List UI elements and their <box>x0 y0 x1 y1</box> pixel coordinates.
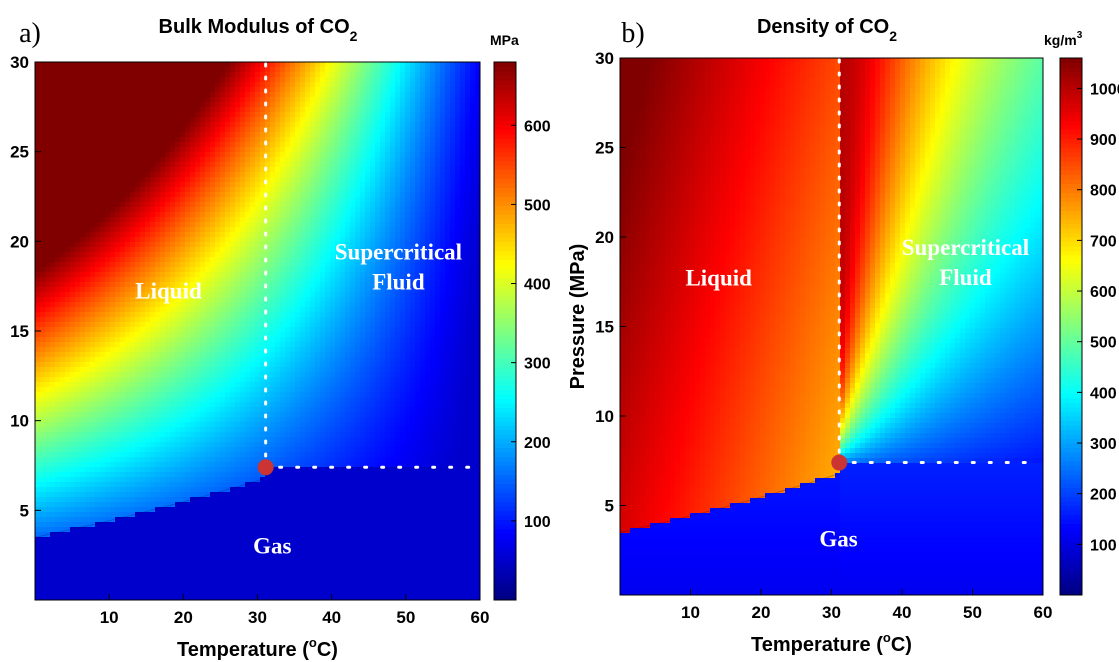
colorbar-tick-label: 600 <box>1090 284 1117 301</box>
region-label-line: Liquid <box>135 279 202 304</box>
y-tick-label: 5 <box>20 501 29 520</box>
y-tick-label: 10 <box>595 407 614 426</box>
saturation-curve <box>34 478 266 538</box>
y-tick-label: 25 <box>10 143 29 162</box>
colorbar <box>1060 58 1082 596</box>
colorbar-tick-label: 200 <box>524 435 551 452</box>
region-label-line: Liquid <box>685 265 752 290</box>
y-tick-label: 10 <box>10 412 29 431</box>
region-label-line: Gas <box>253 533 291 558</box>
x-tick-label: 10 <box>681 603 700 622</box>
y-tick-label: 25 <box>595 139 614 158</box>
critical-point-marker <box>257 459 274 476</box>
x-axis-label: Temperature (oC) <box>751 630 912 656</box>
colorbar-tick-label: 300 <box>524 356 551 373</box>
x-axis-label: Temperature (oC) <box>177 635 338 661</box>
y-tick-label: 30 <box>10 53 29 72</box>
chart-title: Density of CO2 <box>757 16 897 44</box>
region-label-gas: Gas <box>819 527 857 552</box>
x-tick-label: 20 <box>752 603 771 622</box>
colorbar-tick-label: 500 <box>524 197 551 214</box>
y-axis-label: Pressure (MPa) <box>567 244 589 390</box>
x-tick-label: 20 <box>174 608 193 627</box>
x-tick-label: 50 <box>963 603 982 622</box>
colorbar-unit: kg/m3 <box>1044 30 1083 48</box>
colorbar-frame <box>1059 57 1083 596</box>
colorbar-tick-label: 1000 <box>1090 81 1119 98</box>
colorbar-tick-label: 400 <box>524 277 551 294</box>
x-tick-label: 40 <box>322 608 341 627</box>
region-label-line: Fluid <box>939 265 992 290</box>
saturation-curve <box>619 473 839 533</box>
colorbar-tick-label: 100 <box>524 514 551 531</box>
colorbar-tick-label: 700 <box>1090 233 1117 250</box>
colorbar-frame <box>493 61 517 601</box>
x-tick-label: 60 <box>1034 603 1053 622</box>
panel-bulk-modulus: Liquid Supercritical Fluid Gas 10 20 30 40 50 60 5… <box>10 16 551 661</box>
region-label-supercritical-fluid: Supercritical Fluid <box>902 235 1029 290</box>
y-tick-label: 30 <box>595 49 614 68</box>
y-tick-label: 5 <box>605 497 614 516</box>
y-tick-label: 15 <box>595 318 614 337</box>
region-label-gas: Gas <box>253 533 291 558</box>
region-label-liquid: Liquid <box>685 265 752 290</box>
colorbar-tick-label: 300 <box>1090 436 1117 453</box>
region-label-line: Supercritical <box>902 235 1029 260</box>
chart-title: Bulk Modulus of CO2 <box>159 16 358 44</box>
colorbar-tick-label: 900 <box>1090 132 1117 149</box>
region-label-line: Supercritical <box>335 239 462 264</box>
colorbar-tick-label: 800 <box>1090 183 1117 200</box>
x-tick-label: 10 <box>100 608 119 627</box>
x-tick-label: 50 <box>396 608 415 627</box>
x-tick-label: 60 <box>471 608 490 627</box>
colorbar-tick-label: 500 <box>1090 335 1117 352</box>
y-tick-label: 15 <box>10 322 29 341</box>
colorbar-tick-label: 400 <box>1090 385 1117 402</box>
heatmap-field <box>35 62 481 601</box>
colorbar <box>494 62 516 601</box>
colorbar-tick-label: 100 <box>1090 537 1117 554</box>
x-tick-label: 40 <box>893 603 912 622</box>
panel-letter: b) <box>621 18 644 49</box>
region-label-supercritical-fluid: Supercritical Fluid <box>335 239 462 294</box>
y-tick-label: 20 <box>595 228 614 247</box>
panel-density: Liquid Supercritical Fluid Gas 10 20 30 40 50 60 5… <box>567 16 1119 656</box>
colorbar-unit: MPa <box>490 32 519 48</box>
region-label-line: Fluid <box>372 269 425 294</box>
critical-point-marker <box>831 454 848 471</box>
y-tick-label: 20 <box>10 232 29 251</box>
region-label-liquid: Liquid <box>135 279 202 304</box>
x-tick-label: 30 <box>822 603 841 622</box>
colorbar-tick-label: 600 <box>524 118 551 135</box>
x-tick-label: 30 <box>248 608 267 627</box>
region-label-line: Gas <box>819 527 857 552</box>
colorbar-tick-label: 200 <box>1090 487 1117 504</box>
panel-letter: a) <box>19 18 41 49</box>
heatmap-field <box>620 58 1044 596</box>
